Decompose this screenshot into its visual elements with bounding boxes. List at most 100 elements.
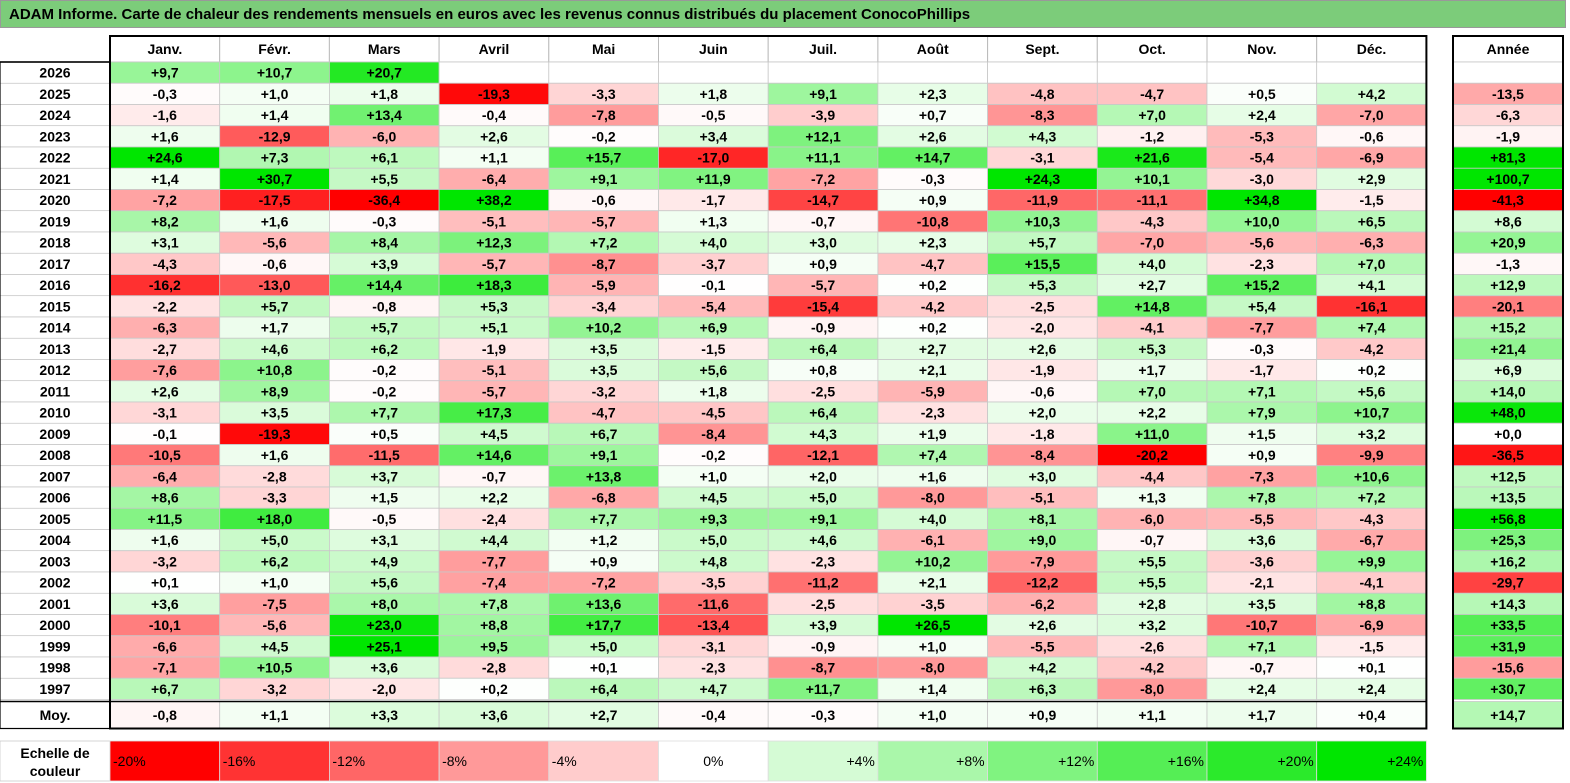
heat-cell-value: +0,9 [919,192,947,208]
heat-cell-value: +5,5 [370,171,398,187]
year-total-value: +56,8 [1490,511,1526,527]
heat-cell-value: -1,9 [482,341,506,357]
heat-cell-value: +10,2 [915,553,951,569]
year-column-header: Année [1487,41,1530,57]
heat-cell-value: +17,3 [476,405,512,421]
heat-cell-value: +20,7 [367,65,403,81]
heat-cell [548,701,659,729]
heat-cell-value: -2,5 [811,383,835,399]
heat-cell-value: -0,3 [153,86,177,102]
heat-cell-value: +0,9 [590,553,618,569]
heat-cell-value: +0,4 [1358,707,1386,723]
heat-cell-value: +11,1 [806,150,841,166]
heat-cell-value: -1,7 [701,192,725,208]
heat-cell-value: -7,2 [811,171,835,187]
heat-cell-value: -5,6 [262,617,286,633]
heat-cell-value: +18,0 [257,511,293,527]
heat-cell-value: +1,4 [151,171,179,187]
heat-cell-value: -13,4 [697,617,729,633]
heat-cell-value: -0,6 [592,192,616,208]
column-header-12: Déc. [1357,41,1387,57]
heat-cell-value: +1,1 [261,707,289,723]
heat-cell-value: +2,9 [1358,171,1386,187]
heat-cell-value: +3,6 [1248,532,1276,548]
heat-cell-value: -7,0 [1359,107,1383,123]
heat-cell-value: +11,7 [806,681,841,697]
heat-cell-value: +7,7 [370,405,398,421]
heat-cell-value: -5,5 [1250,511,1274,527]
heat-cell-value: -7,4 [482,575,506,591]
heat-cell-value: -12,2 [1026,575,1058,591]
heat-cell-value: +0,1 [151,575,179,591]
heat-cell-value: +4,9 [370,553,398,569]
heat-cell-value: +1,7 [1138,362,1166,378]
heat-cell-value: +3,5 [261,405,289,421]
heat-cell-value: +6,7 [590,426,618,442]
heat-cell-value: -0,3 [372,213,396,229]
heat-cell-value: +5,7 [370,320,398,336]
heat-cell-value: -8,3 [1030,107,1054,123]
heat-cell-value: -2,2 [153,298,177,314]
heat-cell-value: -0,7 [1140,532,1164,548]
heat-cell [658,61,769,84]
heat-cell-value: -0,3 [921,171,945,187]
heat-cell-value: +2,6 [1029,617,1057,633]
heat-cell-value: -11,1 [1137,192,1168,208]
heat-cell-value: +1,4 [919,681,947,697]
heat-cell-value: +6,4 [809,405,837,421]
heat-cell-value: -4,2 [1140,660,1164,676]
year-label-1997: 1997 [39,681,70,697]
heat-cell-value: +6,9 [700,320,728,336]
year-label-2001: 2001 [39,596,70,612]
heat-cell-value: +7,4 [1358,320,1386,336]
year-label-2005: 2005 [39,511,70,527]
heat-cell-value: -2,3 [921,405,945,421]
heat-cell-value: +1,1 [480,150,508,166]
heat-cell-value: -5,6 [262,235,286,251]
heat-cell-value: +5,3 [1138,341,1166,357]
chart-title: ADAM Informe. Carte de chaleur des rende… [9,6,971,23]
heat-cell-value: +38,2 [476,192,512,208]
heat-cell-value: -7,2 [592,575,616,591]
heat-cell-value: +4,4 [480,532,508,548]
heat-cell-value: -4,8 [1030,86,1054,102]
heat-cell-value: +3,0 [1029,468,1057,484]
heat-cell-value: -5,6 [1250,235,1274,251]
year-label-2011: 2011 [40,383,71,399]
heat-cell-value: +4,7 [700,681,728,697]
heat-cell-value: +14,7 [915,150,951,166]
heat-cell-value: -0,9 [811,320,835,336]
heat-cell-value: +1,4 [261,107,289,123]
heat-cell-value: -4,4 [1140,468,1164,484]
heat-cell-value: +0,5 [370,426,398,442]
legend-swatch [109,740,221,782]
heat-cell-value: +3,9 [809,617,837,633]
year-label-2012: 2012 [39,362,70,378]
year-total-value: +100,7 [1486,171,1529,187]
heat-cell-value: +10,8 [257,362,293,378]
heat-cell-value: +4,6 [809,532,837,548]
heat-cell-value: +3,9 [370,256,398,272]
heat-cell-value: +34,8 [1244,192,1280,208]
heat-cell-value: -7,7 [1250,320,1274,336]
heat-cell-value: -1,5 [1359,638,1383,654]
heat-cell-value: -5,7 [482,383,506,399]
heat-cell-value: -1,5 [701,341,725,357]
heat-cell-value: +1,8 [700,383,728,399]
heat-cell-value: -14,7 [807,192,839,208]
heat-cell-value: +15,2 [1244,277,1280,293]
heat-cell-value: +7,2 [590,235,618,251]
heat-cell-value: -1,5 [1359,192,1383,208]
heat-cell-value: +3,7 [370,468,398,484]
column-header-1: Janv. [147,41,182,57]
heat-cell-value: +3,3 [370,707,398,723]
heat-cell-value: -3,0 [1250,171,1274,187]
heat-cell-value: -4,5 [701,405,725,421]
heat-cell-value: -1,8 [1030,426,1054,442]
heat-cell-value: -5,7 [811,277,835,293]
heat-cell-value: -6,3 [153,320,177,336]
heat-cell [219,701,330,729]
legend-title-line1: Echelle de [20,745,89,761]
heat-cell-value: +1,6 [151,532,179,548]
year-label-2017: 2017 [39,256,70,272]
